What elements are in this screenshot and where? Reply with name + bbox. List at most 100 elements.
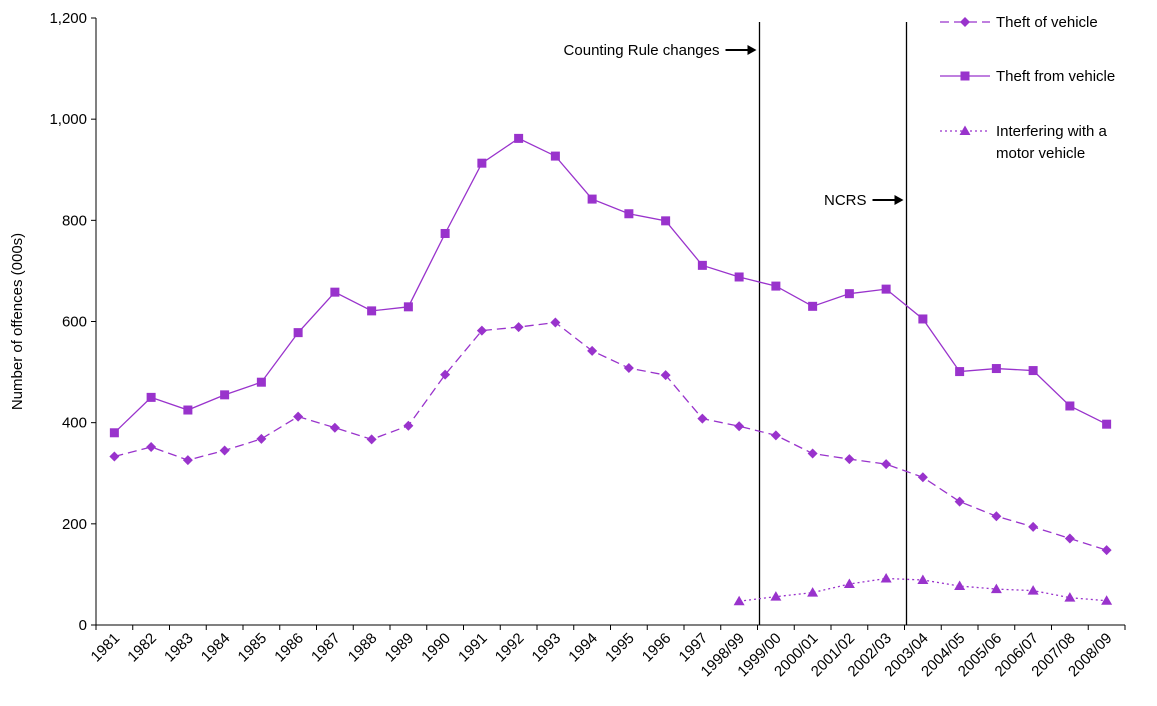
data-point [1028,521,1039,532]
x-tick-label: 1984 [198,630,234,666]
data-point [991,511,1002,522]
x-tick-label: 1993 [529,630,565,666]
legend-marker [959,125,971,135]
data-point [881,284,891,294]
data-point [1065,401,1075,411]
series-theft-of-vehicle [109,317,1112,556]
data-point [367,306,377,316]
legend-label: Interfering with a motor vehicle [996,123,1108,162]
series-theft-from-vehicle [109,133,1112,438]
data-point [109,451,120,462]
data-point [146,441,157,452]
legend-label: Theft of vehicle [996,14,1098,31]
x-tick-label: 1983 [161,630,197,666]
data-point [660,370,671,381]
data-point [770,591,782,601]
data-point [330,287,340,297]
data-point [146,392,156,402]
data-point [624,209,634,219]
x-tick-label: 1985 [235,630,271,666]
legend-marker [960,71,970,81]
data-point [734,272,744,282]
data-point [477,158,487,168]
annotation-label: NCRS [824,192,867,209]
data-point [844,289,854,299]
data-point [587,345,598,356]
data-point [293,328,303,338]
data-point [256,433,267,444]
data-point [550,317,561,328]
data-point [256,377,266,387]
y-tick-label: 400 [62,415,87,432]
data-point [1102,419,1112,429]
data-point [917,574,929,584]
series-line [113,137,1107,434]
data-point [991,364,1001,374]
data-point [219,445,230,456]
data-point [843,578,855,589]
data-point [955,367,965,377]
data-point [807,587,819,597]
data-point [514,133,524,143]
data-point [403,420,414,431]
data-point [440,228,450,238]
data-point [733,595,745,606]
data-point [808,301,818,311]
data-point [881,459,892,470]
data-point [182,455,193,466]
data-point [770,430,781,441]
x-tick-label: 1987 [308,630,344,666]
data-point [476,325,487,336]
data-point [1064,592,1076,602]
data-point [697,260,707,270]
series-line [114,321,1107,551]
x-tick-label: 1990 [418,630,454,666]
data-point [734,421,745,432]
data-point [513,322,524,333]
annotations: Counting Rule changes NCRS [564,22,908,625]
data-point [844,454,855,465]
data-point [1028,366,1038,376]
x-tick-label: 1989 [382,630,418,666]
annotation-label: Counting Rule changes [564,42,720,59]
y-tick-label: 1,000 [49,111,87,128]
data-point [623,363,634,374]
x-tick-label: 1994 [565,630,601,666]
y-tick-label: 1,200 [49,10,87,27]
data-point [550,151,560,161]
x-tick-label: 1982 [124,630,160,666]
data-point [440,369,451,380]
annotation-arrow-head [894,195,904,205]
data-point [954,496,965,507]
y-axis-title: Number of offences (000s) [9,233,26,410]
legend: Theft of vehicle Theft from vehicle Interf… [940,14,1115,162]
data-point [1027,585,1039,595]
x-tick-label: 1996 [639,630,675,666]
legend-marker [960,17,970,27]
data-point [954,580,966,591]
data-point [1064,533,1075,544]
y-axis-ticks: 0 200 400 600 800 1,000 1,200 [49,10,96,634]
data-point [293,411,304,422]
data-point [771,281,781,291]
data-point [403,302,413,312]
data-point [697,413,708,424]
data-point [587,194,597,204]
x-tick-label: 1988 [345,630,381,666]
x-axis-ticks: 1981 1982 1983 1984 1985 1986 1987 1988 1989 1990… [88,625,1126,680]
series-layer [109,133,1113,606]
x-tick-label: 1995 [602,630,638,666]
y-tick-label: 800 [62,212,87,229]
series-interfering-with-a-motor-vehicle [733,572,1113,606]
y-tick-label: 600 [62,314,87,331]
legend-label: Theft from vehicle [996,68,1115,85]
data-point [807,448,818,459]
data-point [329,422,340,433]
x-tick-label: 1986 [271,630,307,666]
annotation-arrow-head [747,45,757,55]
data-point [1101,545,1112,556]
data-point [109,428,119,438]
data-point [918,314,928,324]
